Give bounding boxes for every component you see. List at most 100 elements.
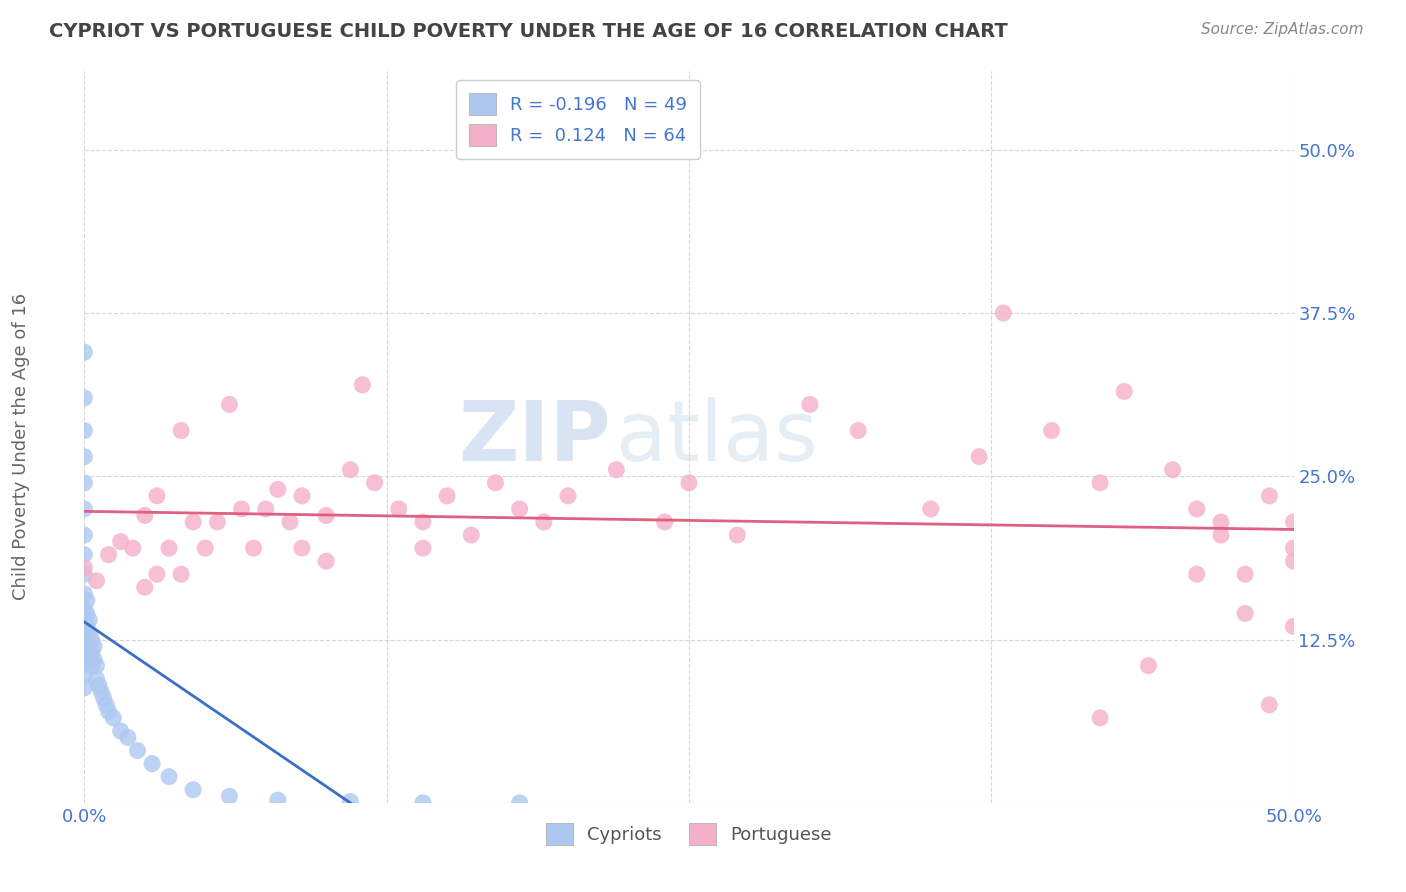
Point (76, 632, 98, 647)
Point (181, 515, 204, 529)
Point (117, 731, 139, 745)
Point (509, 502, 531, 516)
Point (1234, 567, 1257, 582)
Point (412, 515, 434, 529)
Point (127, 743, 149, 757)
Point (87, 678, 110, 692)
Point (73, 450, 96, 464)
Point (157, 541, 180, 555)
Point (920, 502, 942, 516)
Point (73, 475, 96, 490)
Point (77, 639, 100, 653)
Point (73, 602, 96, 616)
Point (134, 508, 156, 523)
Text: Source: ZipAtlas.com: Source: ZipAtlas.com (1201, 22, 1364, 37)
Point (678, 475, 700, 490)
Point (76, 593, 98, 607)
Text: ZIP: ZIP (458, 397, 610, 477)
Point (1282, 619, 1305, 633)
Point (73, 681, 96, 695)
Point (170, 424, 193, 438)
Point (1088, 711, 1111, 725)
Point (73, 502, 96, 516)
Legend: Cypriots, Portuguese: Cypriots, Portuguese (538, 816, 839, 852)
Point (134, 580, 156, 594)
Point (110, 723, 132, 738)
Point (141, 756, 163, 771)
Point (73, 615, 96, 630)
Point (90, 685, 112, 699)
Point (509, 796, 531, 810)
Point (73, 528, 96, 542)
Point (207, 515, 229, 529)
Point (846, 424, 869, 438)
Point (73, 560, 96, 574)
Point (352, 377, 374, 392)
Point (278, 515, 301, 529)
Point (460, 528, 482, 542)
Point (1185, 567, 1208, 582)
Point (77, 613, 100, 627)
Point (80, 632, 103, 647)
Point (73, 641, 96, 656)
Point (1258, 489, 1281, 503)
Point (339, 463, 361, 477)
Point (1282, 541, 1305, 555)
Point (103, 711, 125, 725)
Point (83, 652, 105, 666)
Point (267, 483, 290, 497)
Point (146, 567, 169, 582)
Point (80, 646, 103, 660)
Point (73, 629, 96, 643)
Point (194, 541, 217, 555)
Point (1258, 698, 1281, 712)
Point (231, 502, 253, 516)
Point (436, 489, 458, 503)
Point (1040, 424, 1063, 438)
Point (1161, 463, 1184, 477)
Point (363, 475, 385, 490)
Point (291, 541, 314, 555)
Point (725, 528, 748, 542)
Point (605, 463, 627, 477)
Point (73, 391, 96, 405)
Point (315, 508, 337, 523)
Point (242, 541, 264, 555)
Point (157, 770, 180, 784)
Point (218, 397, 240, 411)
Point (93, 691, 115, 706)
Point (267, 793, 290, 807)
Point (557, 489, 579, 503)
Point (412, 541, 434, 555)
Point (146, 489, 169, 503)
Point (73, 667, 96, 681)
Point (1209, 528, 1232, 542)
Point (1282, 515, 1305, 529)
Point (1234, 607, 1257, 621)
Point (73, 424, 96, 438)
Point (388, 502, 411, 516)
Point (94, 698, 117, 712)
Point (170, 567, 193, 582)
Point (73, 655, 96, 669)
Text: atlas: atlas (616, 397, 818, 477)
Text: CYPRIOT VS PORTUGUESE CHILD POVERTY UNDER THE AGE OF 16 CORRELATION CHART: CYPRIOT VS PORTUGUESE CHILD POVERTY UNDE… (49, 22, 1008, 41)
Point (77, 626, 100, 640)
Point (1209, 515, 1232, 529)
Point (181, 782, 204, 797)
Point (315, 554, 337, 568)
Point (86, 658, 108, 673)
Point (97, 548, 120, 562)
Point (76, 646, 98, 660)
Point (1185, 502, 1208, 516)
Point (339, 795, 361, 809)
Point (76, 619, 98, 633)
Point (993, 306, 1015, 320)
Point (86, 672, 108, 686)
Point (86, 574, 108, 588)
Point (83, 639, 105, 653)
Point (254, 502, 277, 516)
Point (80, 658, 103, 673)
Point (533, 515, 555, 529)
Point (73, 587, 96, 601)
